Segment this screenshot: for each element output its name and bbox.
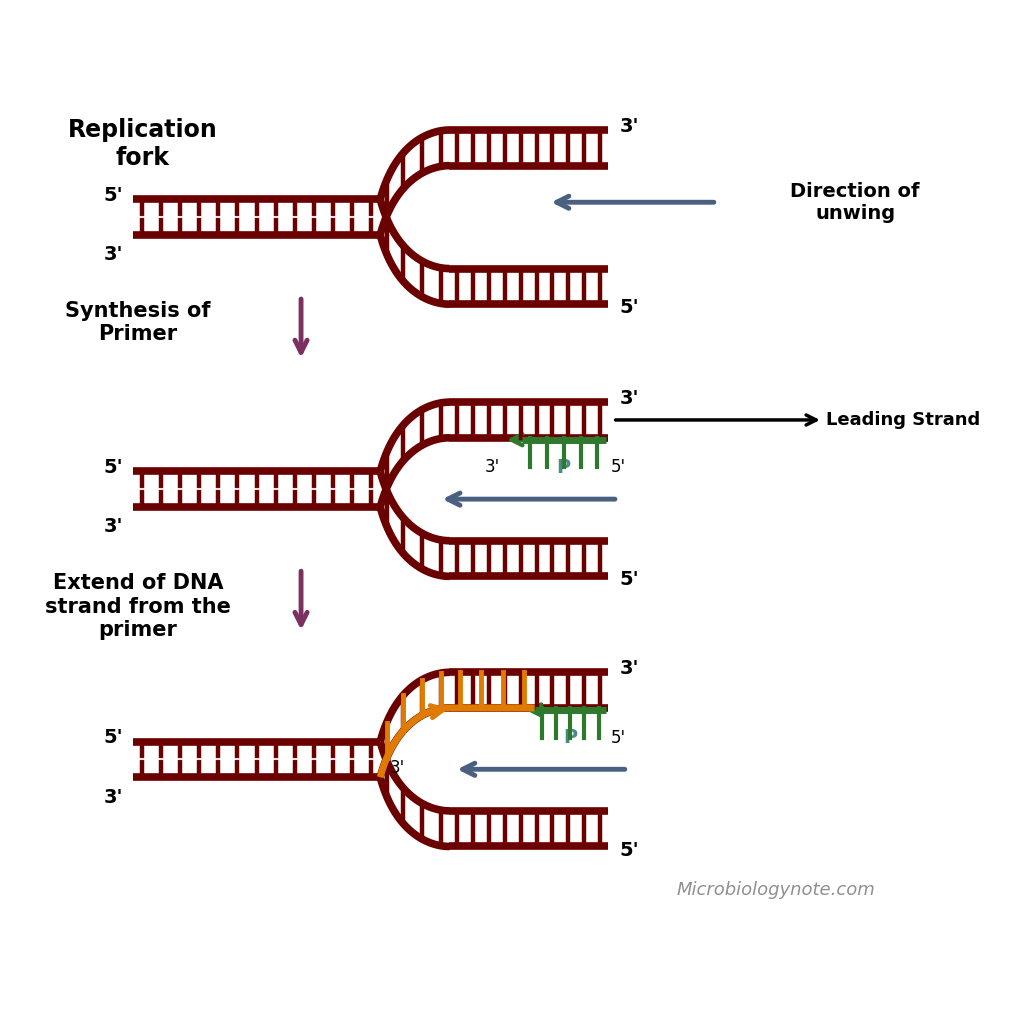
- Text: 5': 5': [103, 185, 123, 205]
- Text: 5': 5': [610, 459, 626, 476]
- Text: 5': 5': [103, 728, 123, 748]
- Text: Leading Strand: Leading Strand: [615, 411, 980, 429]
- Text: 5': 5': [103, 458, 123, 477]
- Text: Microbiologynote.com: Microbiologynote.com: [677, 881, 876, 899]
- Text: 3': 3': [620, 389, 639, 409]
- Text: P: P: [563, 728, 578, 748]
- Text: 3': 3': [103, 787, 123, 807]
- Text: 3': 3': [484, 459, 500, 476]
- Text: Synthesis of
Primer: Synthesis of Primer: [65, 301, 211, 344]
- Text: 5': 5': [610, 729, 626, 746]
- Text: Replication
fork: Replication fork: [68, 118, 217, 170]
- Text: P: P: [557, 458, 570, 477]
- Text: 5': 5': [620, 298, 639, 317]
- Text: 3': 3': [103, 517, 123, 537]
- Text: 3': 3': [390, 760, 406, 777]
- Text: 3': 3': [103, 245, 123, 264]
- Text: 5': 5': [620, 841, 639, 859]
- Text: Direction of
unwing: Direction of unwing: [791, 181, 920, 223]
- Text: 5': 5': [620, 570, 639, 590]
- Text: 3': 3': [620, 117, 639, 136]
- Text: Extend of DNA
strand from the
primer: Extend of DNA strand from the primer: [45, 573, 230, 640]
- Text: 3': 3': [620, 659, 639, 678]
